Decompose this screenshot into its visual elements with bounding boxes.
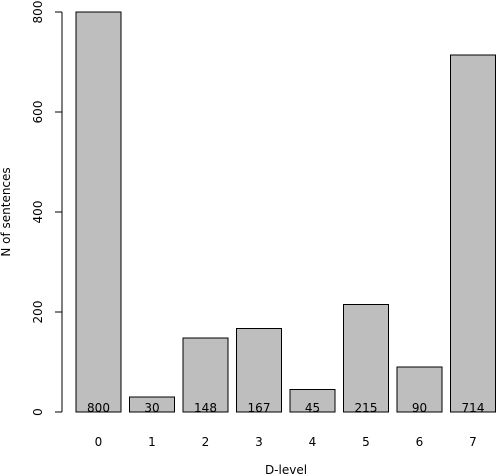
bar-value-label: 167: [248, 401, 271, 415]
bar: [129, 396, 175, 413]
x-axis-title: D-level: [265, 463, 307, 476]
bar: [450, 54, 496, 413]
bar-value-label: 714: [462, 401, 485, 415]
x-tick-label: 1: [148, 435, 156, 449]
x-tick-label: 7: [469, 435, 477, 449]
bar: [236, 328, 282, 413]
x-tick-label: 4: [309, 435, 317, 449]
bar-value-label: 800: [87, 401, 110, 415]
x-axis-tick-labels: 0 1 2 3 4 5 6 7: [95, 435, 477, 449]
y-tick-label: 800: [31, 1, 45, 24]
x-tick-label: 0: [95, 435, 103, 449]
bar: [343, 304, 389, 413]
bar: [75, 11, 122, 413]
bars: [75, 11, 496, 413]
data-labels: 800 30 148 167 45 215 90 714: [87, 401, 484, 415]
x-tick-label: 2: [202, 435, 210, 449]
y-tick-label: 200: [31, 301, 45, 324]
bar: [396, 366, 443, 413]
y-tick-label: 400: [31, 201, 45, 224]
bar-value-label: 148: [194, 401, 217, 415]
x-tick-label: 5: [362, 435, 370, 449]
y-tick-label: 0: [31, 408, 45, 416]
y-tick-label: 600: [31, 101, 45, 124]
bar-value-label: 30: [144, 401, 159, 415]
y-axis: 0 200 400 600 800: [31, 1, 63, 416]
bar-value-label: 90: [412, 401, 427, 415]
y-axis-title: N of sentences: [0, 167, 13, 256]
bar-value-label: 215: [355, 401, 378, 415]
x-tick-label: 6: [416, 435, 424, 449]
x-tick-label: 3: [255, 435, 263, 449]
bar-value-label: 45: [305, 401, 320, 415]
bar: [289, 389, 336, 413]
bar: [182, 337, 229, 413]
